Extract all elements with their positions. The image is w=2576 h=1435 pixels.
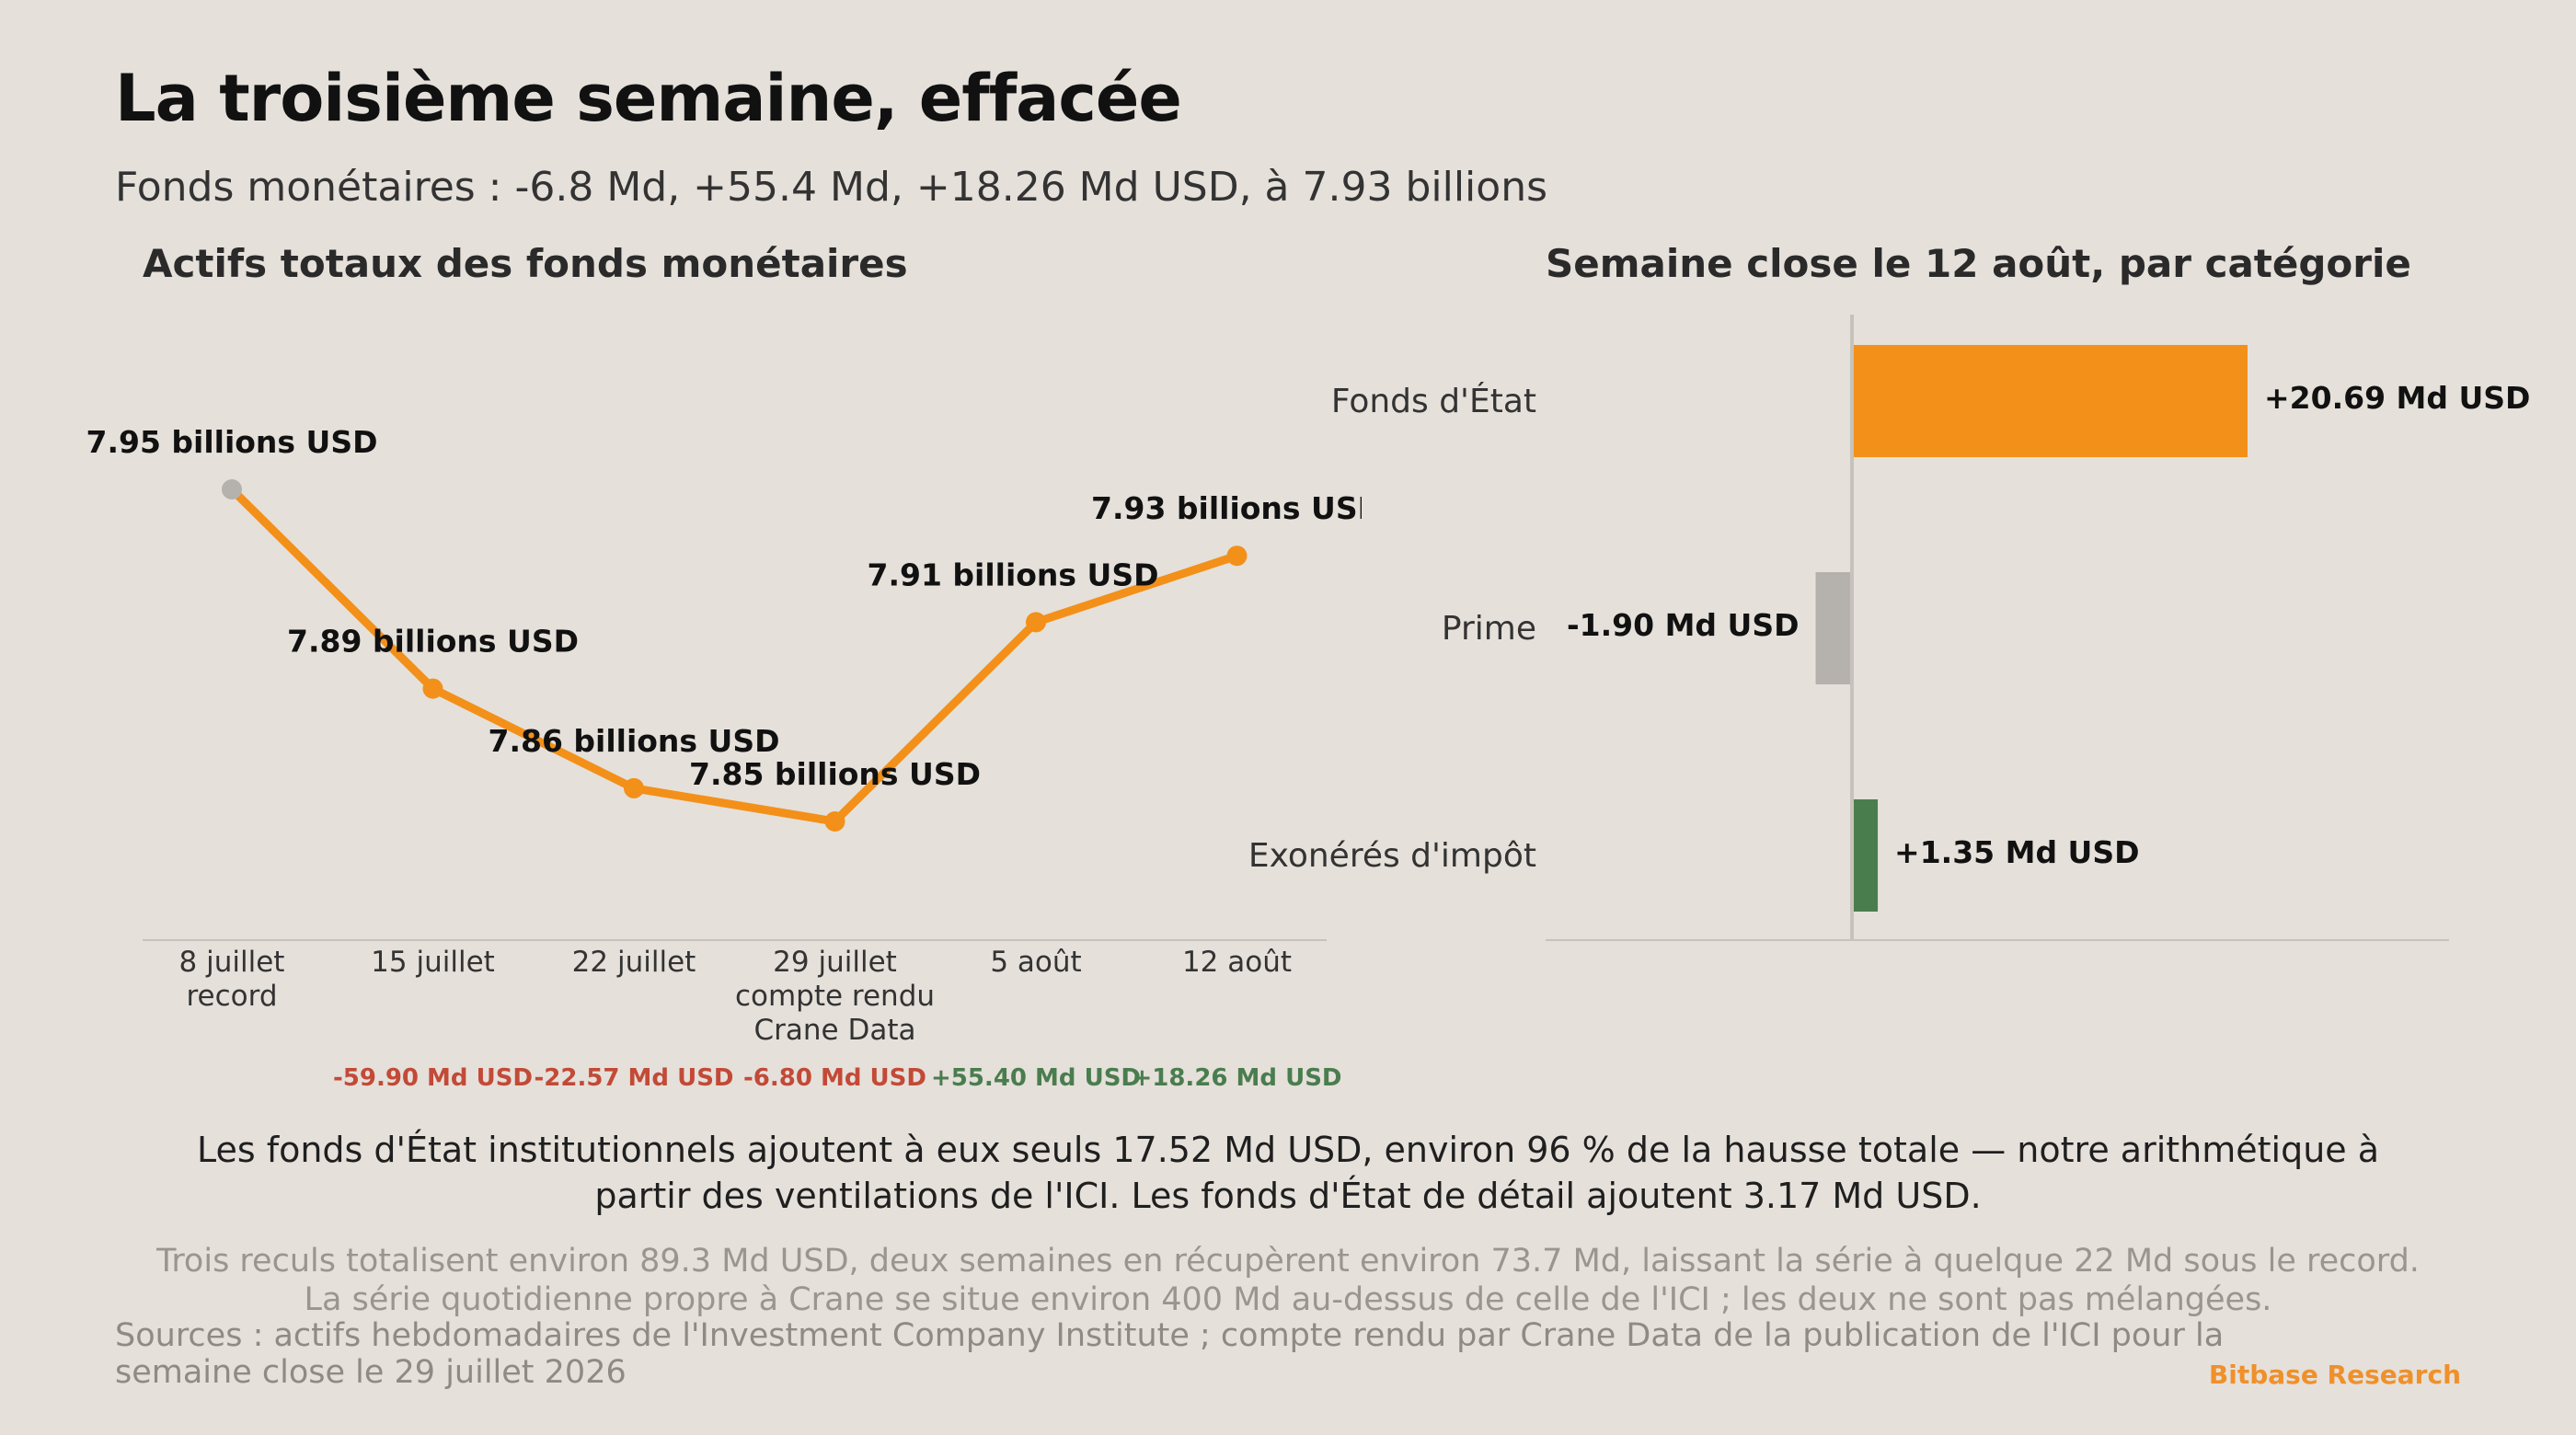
data-label: -1.90 Md USD	[1567, 607, 1800, 643]
data-label: 7.89 billions USD	[287, 624, 579, 660]
bar	[1815, 572, 1852, 684]
secondary-note: Trois reculs totalisent environ 89.3 Md …	[156, 1243, 2420, 1318]
y-tick-label: Fonds d'État	[1331, 382, 1536, 420]
brand-label: Bitbase Research	[2208, 1360, 2461, 1390]
data-point	[1026, 612, 1046, 633]
y-tick-label: Exonérés d'impôt	[1248, 837, 1536, 875]
data-point	[422, 678, 443, 699]
x-tick-label: 5 août	[990, 946, 1081, 979]
main-note: Les fonds d'État institutionnels ajouten…	[196, 1130, 2380, 1216]
x-tick-label: 22 juillet	[572, 946, 696, 979]
data-point	[824, 811, 845, 832]
data-label: +1.35 Md USD	[1894, 834, 2139, 870]
x-tick-label: 8 juillet record	[179, 946, 285, 1013]
weekly-change-label: -22.57 Md USD	[534, 1064, 733, 1092]
y-tick-label: Prime	[1442, 610, 1536, 648]
data-label: 7.85 billions USD	[689, 756, 981, 792]
data-label: 7.93 billions USD	[1091, 490, 1362, 526]
bar	[1852, 799, 1879, 912]
bar-chart-title: Semaine close le 12 août, par catégorie	[1546, 241, 2411, 286]
bar	[1852, 345, 2248, 457]
line-chart-title: Actifs totaux des fonds monétaires	[143, 241, 908, 286]
x-tick-label: 15 juillet	[371, 946, 495, 979]
data-label: 7.95 billions USD	[86, 424, 377, 460]
page-subtitle: Fonds monétaires : -6.8 Md, +55.4 Md, +1…	[115, 164, 1548, 211]
data-label: +20.69 Md USD	[2264, 380, 2530, 416]
data-point	[1226, 545, 1248, 567]
weekly-change-label: -6.80 Md USD	[743, 1064, 926, 1092]
data-point-record	[222, 479, 242, 499]
weekly-change-label: +55.40 Md USD	[931, 1064, 1141, 1092]
page-title: La troisième semaine, effacée	[115, 61, 1182, 136]
x-tick-label: 29 juillet compte rendu Crane Data	[735, 946, 935, 1047]
x-tick-label: 12 août	[1182, 946, 1292, 979]
weekly-change-label: +18.26 Md USD	[1132, 1064, 1341, 1092]
data-label: 7.91 billions USD	[867, 557, 1158, 592]
series-line	[227, 485, 1241, 826]
data-point	[624, 777, 644, 798]
data-label: 7.86 billions USD	[488, 723, 779, 759]
line-chart: 7.95 billions USD 7.89 billions USD 7.86 b…	[86, 424, 1362, 1092]
bar-chart: Fonds d'État +20.69 Md USD Prime -1.90 Md U…	[1248, 315, 2530, 941]
weekly-change-label: -59.90 Md USD	[333, 1064, 533, 1092]
sources-note: Sources : actifs hebdomadaires de l'Inve…	[115, 1317, 2225, 1391]
